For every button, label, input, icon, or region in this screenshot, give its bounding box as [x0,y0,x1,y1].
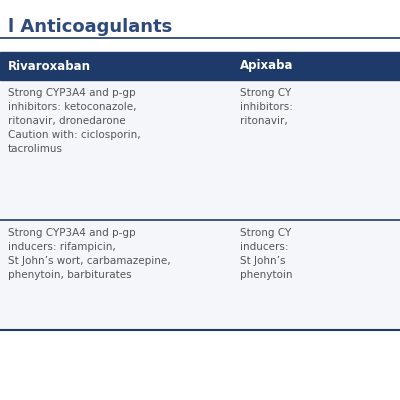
Text: Strong CY
inducers:
St John’s
phenytoin: Strong CY inducers: St John’s phenytoin [240,228,292,280]
Text: Rivaroxaban: Rivaroxaban [8,60,91,72]
Bar [0,52,400,80]
Bar [0,220,400,330]
Text: Apixaba: Apixaba [240,60,294,72]
Text: Strong CY
inhibitors:
ritonavir,: Strong CY inhibitors: ritonavir, [240,88,293,126]
Text: Strong CYP3A4 and p-gp
inhibitors: ketoconazole,
ritonavir, dronedarone
Caution : Strong CYP3A4 and p-gp inhibitors: ketoc… [8,88,141,154]
Bar [0,80,400,220]
Text: l Anticoagulants: l Anticoagulants [8,18,172,36]
Text: Strong CYP3A4 and p-gp
inducers: rifampicin,
St John’s wort, carbamazepine,
phen: Strong CYP3A4 and p-gp inducers: rifampi… [8,228,171,280]
